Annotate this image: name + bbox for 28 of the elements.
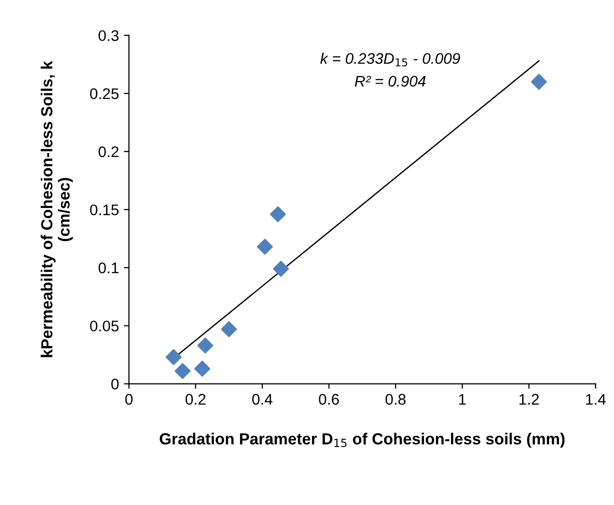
point [166,349,182,366]
point [174,363,191,379]
x-tick-label: 1.4 [586,394,606,405]
y-tick-label: 0.1 [98,262,118,274]
y-axis-title: kPermeability of Cohesion-less Soils, k (cm/sec) [40,60,73,358]
x-axis-title: Gradation Parameter D$_{15}$ of Cohesion-less soils (mm) [160,432,565,448]
x-tick-label: 0 [125,394,133,405]
y-tick-label: 0.3 [98,30,119,42]
annotation: R² = 0.904 [354,76,426,87]
point [197,337,214,354]
x-tick-label: 0.2 [186,394,206,405]
y-tick-label: 0.05 [90,320,119,332]
x-tick-label: 1 [459,394,466,405]
x-tick-label: 0.8 [386,394,406,405]
y-tick-label: 0.25 [90,88,119,100]
point [270,206,286,222]
annotation: k = 0.233D$_{15}$ - 0.009 [320,52,460,66]
point [530,74,547,90]
x-tick-label: 1.2 [519,394,539,405]
x-tick-label: 0.4 [252,394,272,405]
x-tick-label: 0.6 [318,394,339,405]
point [272,260,289,277]
point [220,321,237,338]
point [194,360,210,377]
y-tick-label: 0.15 [90,204,119,216]
y-tick-label: 0 [111,378,119,390]
y-tick-label: 0.2 [98,146,118,158]
point [256,238,273,255]
